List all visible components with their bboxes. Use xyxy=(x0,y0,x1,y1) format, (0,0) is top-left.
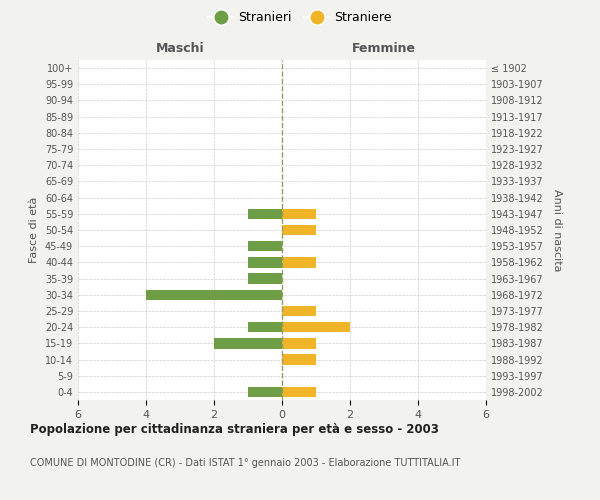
Bar xyxy=(248,208,282,219)
Bar xyxy=(282,322,350,332)
Bar xyxy=(282,354,316,365)
Bar xyxy=(282,338,316,348)
Text: COMUNE DI MONTODINE (CR) - Dati ISTAT 1° gennaio 2003 - Elaborazione TUTTITALIA.: COMUNE DI MONTODINE (CR) - Dati ISTAT 1°… xyxy=(30,458,460,468)
Bar xyxy=(146,290,282,300)
Bar xyxy=(248,386,282,397)
Bar xyxy=(214,338,282,348)
Text: Popolazione per cittadinanza straniera per età e sesso - 2003: Popolazione per cittadinanza straniera p… xyxy=(30,422,439,436)
Bar xyxy=(248,322,282,332)
Bar xyxy=(282,208,316,219)
Bar xyxy=(248,241,282,252)
Bar xyxy=(282,306,316,316)
Text: Maschi: Maschi xyxy=(155,42,205,55)
Y-axis label: Fasce di età: Fasce di età xyxy=(29,197,39,263)
Bar xyxy=(248,274,282,284)
Y-axis label: Anni di nascita: Anni di nascita xyxy=(552,188,562,271)
Bar xyxy=(282,224,316,235)
Bar xyxy=(282,386,316,397)
Bar xyxy=(282,257,316,268)
Bar xyxy=(248,257,282,268)
Text: Femmine: Femmine xyxy=(352,42,416,55)
Legend: Stranieri, Straniere: Stranieri, Straniere xyxy=(203,6,397,29)
